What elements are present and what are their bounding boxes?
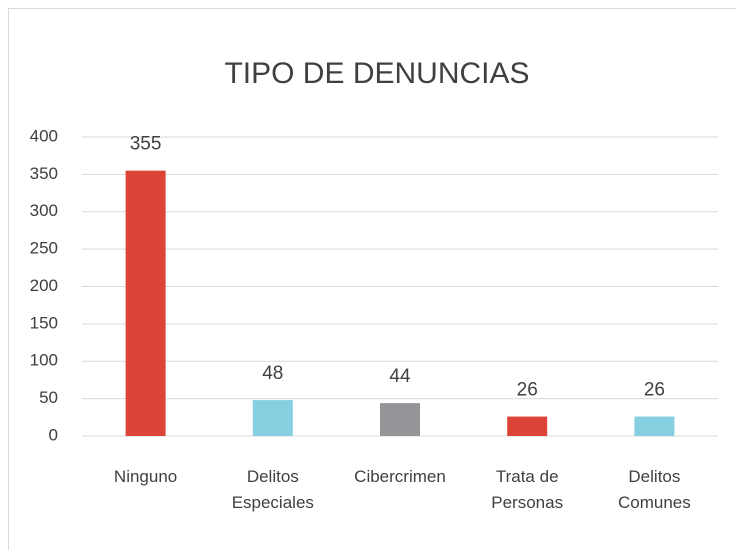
data-label: 44 — [389, 366, 411, 387]
bar — [634, 416, 675, 436]
data-label: 26 — [517, 380, 538, 401]
y-tick-label: 400 — [30, 126, 58, 145]
bar — [125, 170, 166, 436]
chart-border — [8, 8, 736, 550]
y-tick-label: 200 — [30, 276, 58, 295]
bar — [507, 416, 548, 436]
x-tick-label: Delitos Especiales — [231, 467, 314, 512]
data-label: 355 — [130, 134, 162, 155]
x-tick-label: Delitos Comunes — [618, 467, 691, 512]
bar — [252, 400, 293, 436]
y-tick-label: 300 — [30, 201, 58, 220]
y-tick-label: 350 — [30, 164, 58, 183]
data-label: 26 — [644, 380, 665, 401]
x-tick-label: Trata de Personas — [491, 467, 564, 512]
x-tick-label: Cibercrimen — [354, 467, 446, 486]
bar — [380, 403, 420, 436]
y-tick-label: 50 — [39, 388, 58, 407]
x-tick-label: Ninguno — [113, 467, 178, 486]
chart-title: TIPO DE DENUNCIAS — [224, 57, 529, 90]
y-tick-label: 150 — [30, 313, 58, 332]
data-label: 48 — [262, 363, 283, 384]
y-tick-label: 250 — [30, 239, 58, 258]
y-tick-label: 0 — [49, 425, 58, 444]
y-tick-label: 100 — [30, 351, 58, 370]
